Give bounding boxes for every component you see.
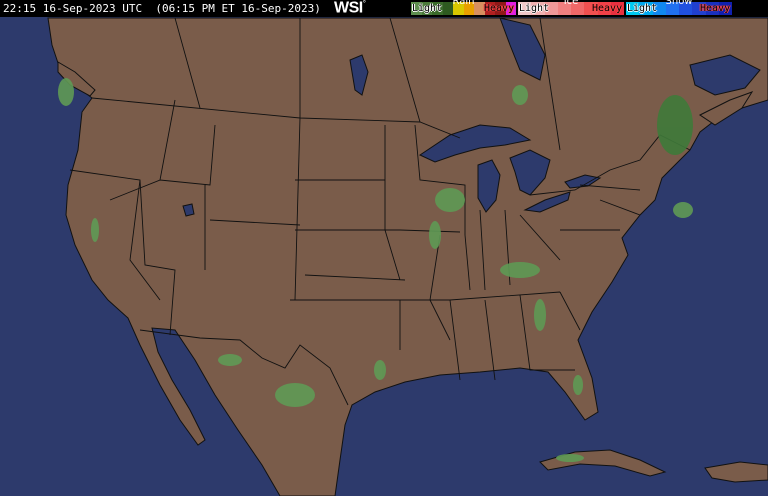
legend-swatch <box>692 2 706 15</box>
legend-rain-title: Rain <box>452 0 475 7</box>
legend-ice-light-label: Light <box>519 3 550 14</box>
timestamp: 22:15 16-Sep-2023 UTC (06:15 PM ET 16-Se… <box>3 2 321 15</box>
legend-swatch <box>544 2 558 15</box>
legend-swatch <box>626 2 640 15</box>
legend-swatch <box>421 2 432 15</box>
hispaniola <box>704 461 768 483</box>
legend-ice-scale <box>518 2 624 15</box>
legend-rain-heavy-label: Heavy <box>484 3 515 14</box>
great-lakes <box>182 17 761 217</box>
legend-snow-scale <box>626 2 732 15</box>
wsi-logo: WSI° <box>334 0 366 17</box>
legend-swatch <box>679 2 693 15</box>
legend-swatch <box>474 2 485 15</box>
precip-northeast <box>657 95 693 155</box>
precip-southeast <box>534 299 546 331</box>
great-salt-lake <box>182 203 195 217</box>
legend-swatch <box>571 2 585 15</box>
lake-michigan <box>477 159 501 213</box>
legend-swatch <box>665 2 679 15</box>
legend-ice-heavy-label: Heavy <box>592 3 623 14</box>
legend-swatch <box>652 2 666 15</box>
legend-swatch <box>484 2 495 15</box>
legend-swatch <box>639 2 653 15</box>
legend-swatch <box>495 2 506 15</box>
state-lines <box>69 17 641 381</box>
legend-rain-scale <box>411 2 516 15</box>
precip-mississippi-river <box>429 221 441 249</box>
precip-cuba <box>556 454 584 462</box>
lake-huron <box>509 149 551 196</box>
legend-swatch <box>531 2 545 15</box>
precip-florida <box>573 375 583 395</box>
legend-swatch <box>610 2 624 15</box>
precip-quebec <box>512 85 528 105</box>
logo-mark: ° <box>362 0 366 8</box>
precip-texas <box>275 383 315 407</box>
legend-swatch <box>705 2 719 15</box>
header-bar: 22:15 16-Sep-2023 UTC (06:15 PM ET 16-Se… <box>0 0 768 17</box>
us-mexico-border <box>139 329 349 406</box>
legend-swatch <box>442 2 453 15</box>
lake-superior <box>418 124 532 163</box>
hudson-bay-edge <box>499 17 546 81</box>
legend-swatch <box>718 2 732 15</box>
logo-text: WSI <box>334 0 363 17</box>
legend-swatch <box>463 2 474 15</box>
precip-new-mexico <box>218 354 242 366</box>
legend-swatch <box>453 2 464 15</box>
precip-iowa <box>435 188 465 212</box>
legend-ice-title: Ice <box>563 0 579 7</box>
legend-swatch <box>597 2 611 15</box>
lake-ontario <box>564 174 602 189</box>
legend-swatch <box>411 2 422 15</box>
legend-rain-light-label: Light <box>412 3 443 14</box>
legend-swatch <box>584 2 598 15</box>
legend-swatch <box>557 2 571 15</box>
legend-snow-light-label: Light <box>627 3 658 14</box>
legend-swatch <box>518 2 532 15</box>
vancouver-island <box>57 61 96 97</box>
precip-offshore <box>673 202 693 218</box>
precip-ohio-valley <box>500 262 540 278</box>
north-america-land <box>47 17 768 496</box>
nova-scotia <box>699 91 754 126</box>
legend-snow-heavy-label: Heavy <box>700 3 731 14</box>
lake-winnipeg <box>349 54 369 96</box>
precipitation-returns <box>58 78 693 462</box>
legend-snow-title: Snow <box>665 0 693 7</box>
lake-erie <box>523 191 571 213</box>
precip-houston <box>374 360 386 380</box>
precip-pacific-nw <box>58 78 74 106</box>
gulf-st-lawrence <box>689 54 761 96</box>
legend-swatch <box>505 2 516 15</box>
legend-swatch <box>432 2 443 15</box>
precip-california <box>91 218 99 242</box>
